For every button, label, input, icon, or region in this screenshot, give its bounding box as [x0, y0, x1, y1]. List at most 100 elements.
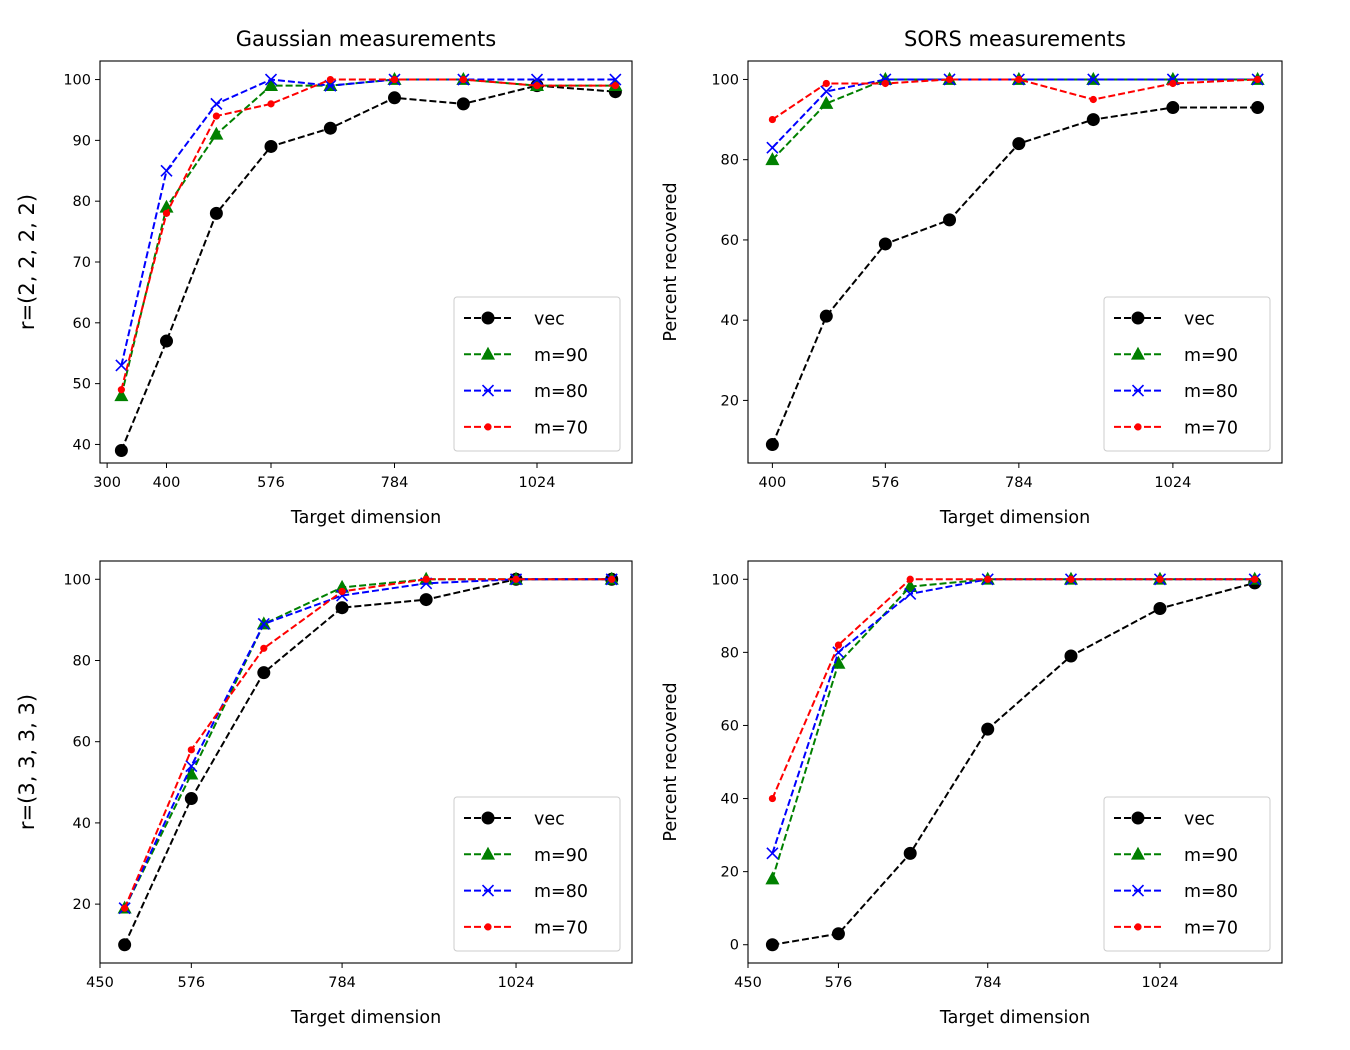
legend-marker: [481, 811, 495, 825]
col-title-sors: SORS measurements: [904, 27, 1126, 51]
data-point: [768, 794, 777, 803]
data-point: [765, 871, 780, 885]
data-point: [117, 386, 125, 394]
y-tick-label: 40: [73, 437, 91, 453]
data-point: [212, 112, 220, 120]
x-tick-label: 576: [825, 975, 853, 991]
data-point: [533, 82, 541, 90]
y-tick-label: 40: [73, 816, 91, 832]
data-point: [209, 126, 224, 140]
y-tick-label: 100: [711, 72, 739, 88]
data-point: [160, 334, 173, 348]
legend: vec m=90 m=80 m=70: [453, 296, 621, 452]
data-point: [326, 75, 334, 84]
x-tick-label: 400: [759, 475, 787, 491]
x-tick-label: 576: [177, 975, 205, 991]
data-point: [1012, 137, 1026, 151]
data-point: [260, 644, 268, 652]
legend-label: m=80: [534, 382, 588, 402]
series-line: [771, 78, 1258, 149]
data-point: [422, 575, 430, 583]
legend-marker: [1131, 384, 1145, 397]
legend-box: [1103, 796, 1271, 952]
legend-box: [453, 296, 621, 452]
x-tick-label: 784: [974, 975, 1002, 991]
y-tick-label: 80: [721, 153, 739, 169]
data-point: [1251, 101, 1265, 115]
legend-marker: [1134, 923, 1142, 931]
data-point: [611, 82, 619, 90]
y-tick-label: 60: [73, 735, 91, 751]
data-point: [390, 75, 399, 84]
x-tick-label: 300: [93, 475, 121, 491]
y-tick-label: 20: [73, 897, 91, 913]
legend-marker: [484, 923, 492, 931]
data-point: [981, 722, 995, 736]
data-point: [766, 847, 779, 860]
data-point: [1156, 575, 1164, 583]
data-point: [323, 121, 337, 135]
data-point: [114, 444, 128, 458]
x-tick-label: 576: [257, 475, 285, 491]
series-vec: [765, 101, 1265, 452]
series-line: [771, 578, 1255, 799]
legend-marker: [481, 884, 495, 897]
legend-label: m=70: [534, 918, 588, 938]
data-point: [831, 927, 845, 941]
data-point: [903, 579, 918, 592]
row-label-top: r=(2, 2, 2, 2): [15, 194, 39, 330]
y-tick-label: 20: [721, 393, 739, 409]
series-m80: [115, 73, 622, 372]
x-tick-label: 1024: [1154, 475, 1191, 491]
y-tick-label: 80: [73, 194, 91, 210]
series-m70: [768, 75, 1262, 124]
data-point: [1064, 649, 1078, 663]
data-point: [1153, 602, 1167, 616]
data-point: [264, 73, 278, 86]
legend-label: vec: [1184, 310, 1215, 330]
axes-frame: [747, 560, 1283, 964]
data-point: [881, 79, 889, 88]
legend-marker: [1131, 311, 1145, 325]
data-point: [608, 575, 616, 583]
data-point: [768, 115, 776, 124]
legend-box: [1103, 296, 1271, 452]
data-point: [264, 139, 278, 153]
data-point: [184, 766, 199, 780]
data-point: [1015, 75, 1023, 84]
data-point: [903, 846, 917, 860]
x-tick-label: 1024: [498, 975, 535, 991]
y-tick-label: 90: [73, 133, 91, 149]
data-point: [118, 938, 132, 952]
col-title-gaussian: Gaussian measurements: [236, 27, 496, 51]
row-label-bottom: r=(3, 3, 3, 3): [15, 694, 39, 830]
data-point: [1166, 73, 1179, 86]
data-point: [338, 587, 346, 596]
data-point: [1086, 113, 1100, 127]
legend-marker: [484, 423, 492, 431]
data-point: [819, 95, 834, 109]
series-m90: [765, 71, 1265, 166]
legend-label: m=70: [534, 418, 588, 438]
y-tick-label: 60: [721, 718, 739, 734]
legend-marker: [480, 346, 496, 360]
y-tick-label: 50: [73, 377, 91, 393]
x-axis-label: Target dimension: [290, 508, 441, 528]
y-tick-label: 100: [63, 572, 91, 588]
legend-label: m=70: [1184, 418, 1238, 438]
legend: vec m=90 m=80 m=70: [453, 796, 621, 952]
data-point: [906, 575, 914, 583]
legend: vec m=90 m=80 m=70: [1103, 296, 1271, 452]
data-point: [1169, 79, 1177, 88]
x-tick-label: 1024: [1142, 975, 1179, 991]
data-point: [184, 792, 198, 806]
data-point: [1251, 575, 1259, 583]
y-tick-label: 60: [73, 316, 91, 332]
legend-label: vec: [1184, 810, 1215, 830]
x-tick-label: 784: [1005, 475, 1033, 491]
data-point: [160, 164, 173, 177]
series-m70: [117, 75, 619, 394]
data-point: [945, 75, 954, 84]
